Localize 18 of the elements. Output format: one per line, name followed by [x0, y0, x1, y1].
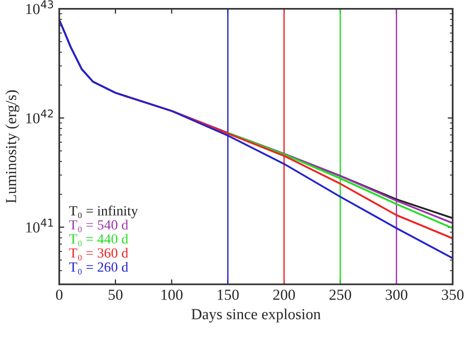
x-axis-title: Days since explosion — [191, 308, 321, 322]
x-tick-label: 300 — [386, 290, 408, 300]
y-tick-label: 10$^{43}$ — [26, 0, 54, 14]
text: T₀ = 260 d — [69, 262, 128, 275]
x-tick-label: 100 — [162, 290, 183, 300]
x-tick-label: 200 — [273, 290, 295, 300]
text: T₀ = 540 d — [69, 220, 128, 232]
x-tick-label: 50 — [108, 290, 123, 300]
x-tick-label: 250 — [329, 290, 352, 300]
text: T₀ = infinity — [69, 206, 138, 218]
y-axis-title: Luminosity (erg/s) — [5, 90, 20, 204]
text: T₀ = 440 d — [69, 234, 128, 246]
x-tick-label: 350 — [442, 290, 464, 300]
y-tick-label: 10$^{41}$ — [26, 218, 53, 233]
y-tick-label: 10$^{42}$ — [26, 109, 53, 124]
text: T₀ = 360 d — [69, 248, 128, 260]
x-tick-label: 0 — [56, 290, 62, 300]
x-tick-label: 150 — [218, 290, 239, 300]
